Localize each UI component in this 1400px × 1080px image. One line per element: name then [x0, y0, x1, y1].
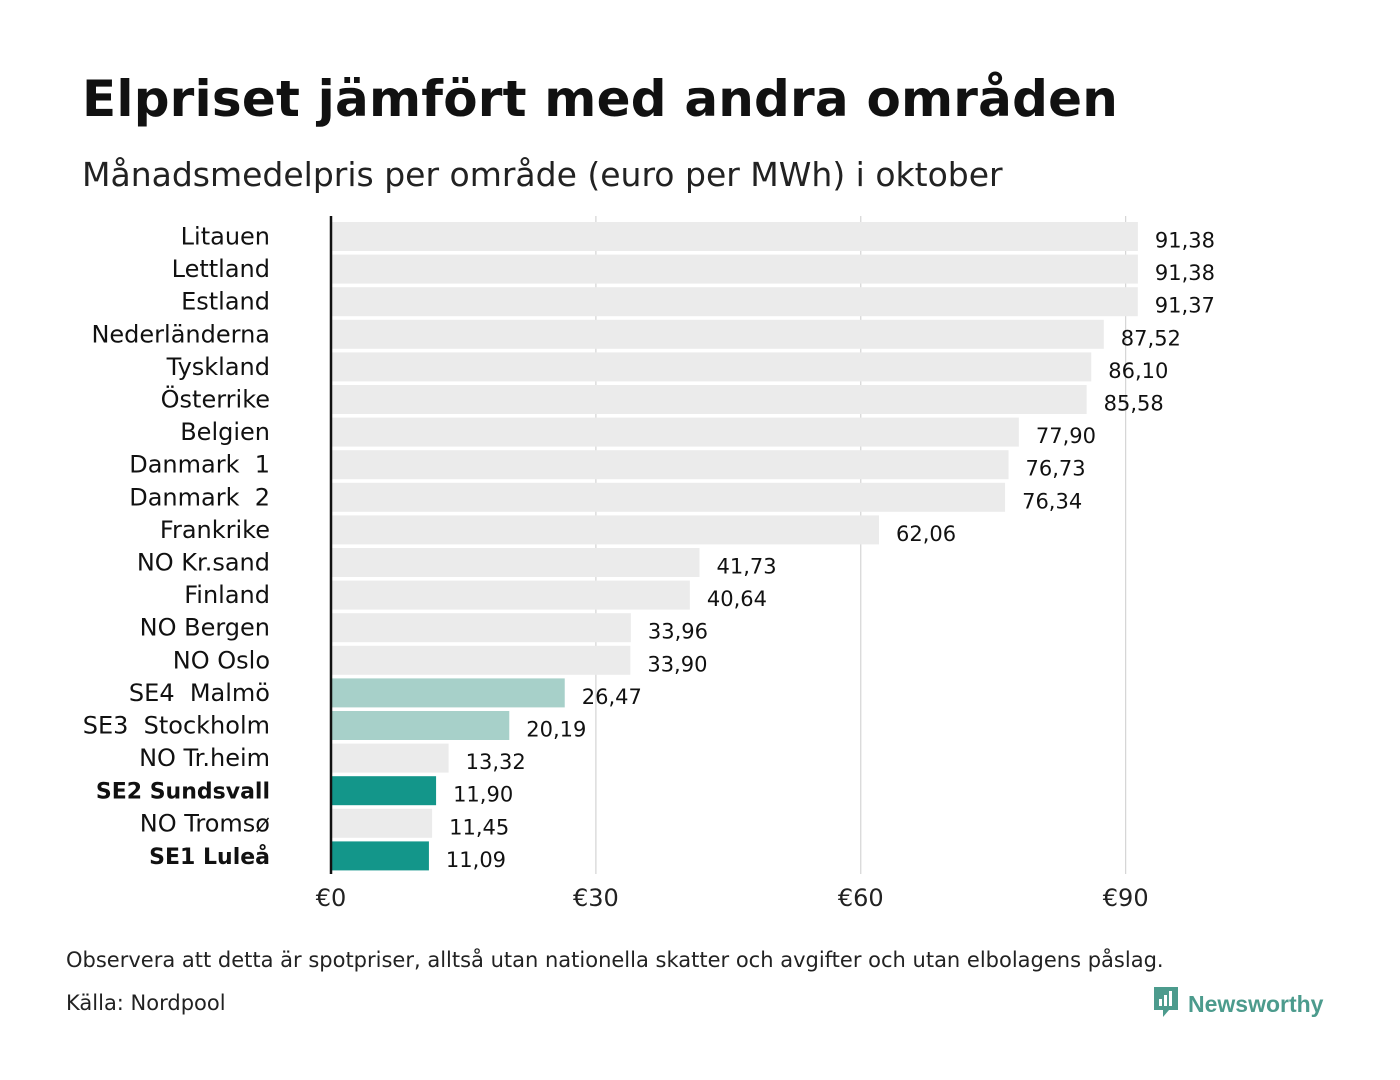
- x-tick-label: €30: [573, 884, 619, 912]
- footnote: Observera att detta är spotpriser, allts…: [66, 948, 1164, 972]
- newsworthy-logo[interactable]: Newsworthy: [1152, 985, 1323, 1023]
- x-tick-labels: €0 €30 €60 €90: [316, 884, 1149, 912]
- category-label: Österrike: [161, 385, 270, 414]
- bar: [331, 711, 510, 740]
- bar: [331, 254, 1138, 284]
- category-label: Finland: [184, 581, 270, 609]
- category-label: NO Bergen: [140, 614, 270, 642]
- bar: [331, 808, 433, 838]
- bars: [331, 222, 1138, 871]
- value-label: 26,47: [582, 685, 642, 709]
- category-label: SE1 Luleå: [149, 844, 270, 870]
- chart-subtitle: Månadsmedelpris per område (euro per MWh…: [82, 155, 1003, 194]
- value-label: 91,38: [1155, 229, 1215, 253]
- category-label: Lettland: [172, 255, 270, 283]
- category-label: Belgien: [180, 418, 270, 446]
- category-label: Danmark 1: [129, 451, 270, 479]
- value-label: 85,58: [1104, 392, 1164, 416]
- category-label: SE3 Stockholm: [83, 712, 270, 740]
- newsworthy-logo-icon: [1152, 985, 1180, 1023]
- category-label: Estland: [181, 288, 270, 316]
- value-label: 20,19: [526, 718, 586, 742]
- bar: [331, 580, 690, 610]
- value-label: 33,96: [648, 620, 708, 644]
- category-label: SE2 Sundsvall: [96, 780, 270, 805]
- newsworthy-brand-name: Newsworthy: [1188, 990, 1324, 1017]
- value-label: 86,10: [1108, 359, 1168, 383]
- value-label: 33,90: [647, 652, 707, 676]
- bar: [331, 222, 1138, 251]
- value-label: 11,90: [453, 783, 513, 807]
- value-label: 76,34: [1022, 489, 1082, 513]
- bar: [331, 548, 700, 577]
- category-label: NO Tromsø: [140, 809, 270, 837]
- value-label: 40,64: [707, 587, 767, 611]
- bar-chart: Litauen Lettland Estland Nederländerna Tyskl…: [83, 216, 1215, 912]
- bar: [331, 287, 1138, 317]
- value-label: 77,90: [1036, 424, 1096, 448]
- category-label: Litauen: [181, 223, 270, 251]
- value-label: 13,32: [466, 750, 526, 774]
- value-label: 11,45: [449, 815, 509, 839]
- value-label: 87,52: [1121, 326, 1181, 350]
- bar: [331, 613, 631, 643]
- bar: [331, 385, 1087, 414]
- x-tick-label: €90: [1103, 884, 1149, 912]
- value-label: 11,09: [446, 848, 506, 872]
- category-label: NO Oslo: [173, 646, 270, 674]
- bar: [331, 678, 565, 708]
- category-labels: Litauen Lettland Estland Nederländerna Tyskl…: [83, 223, 270, 870]
- bar: [331, 776, 437, 806]
- category-label: Frankrike: [160, 516, 270, 544]
- bar: [331, 417, 1019, 447]
- bar: [331, 515, 879, 545]
- source-label: Källa: Nordpool: [66, 991, 226, 1015]
- value-label: 91,37: [1155, 294, 1215, 318]
- category-label: SE4 Malmö: [129, 679, 270, 707]
- bar: [331, 450, 1009, 480]
- bar: [331, 352, 1092, 382]
- category-label: Tyskland: [166, 353, 270, 381]
- category-label: Danmark 2: [129, 483, 270, 511]
- value-labels: 91,38 91,38 91,37 87,52 86,10 85,58 77,90 76,73…: [446, 229, 1215, 872]
- x-tick-label: €60: [838, 884, 884, 912]
- value-label: 91,38: [1155, 261, 1215, 285]
- bar: [331, 482, 1006, 512]
- bar: [331, 645, 631, 675]
- value-label: 76,73: [1026, 457, 1086, 481]
- bar: [331, 743, 449, 773]
- bar: [331, 841, 429, 871]
- value-label: 62,06: [896, 522, 956, 546]
- category-label: NO Kr.sand: [137, 549, 270, 577]
- value-label: 41,73: [716, 555, 776, 579]
- x-tick-label: €0: [316, 884, 347, 912]
- category-label: Nederländerna: [91, 320, 270, 348]
- chart-title: Elpriset jämfört med andra områden: [82, 70, 1118, 128]
- bar: [331, 319, 1104, 349]
- category-label: NO Tr.heim: [139, 744, 270, 772]
